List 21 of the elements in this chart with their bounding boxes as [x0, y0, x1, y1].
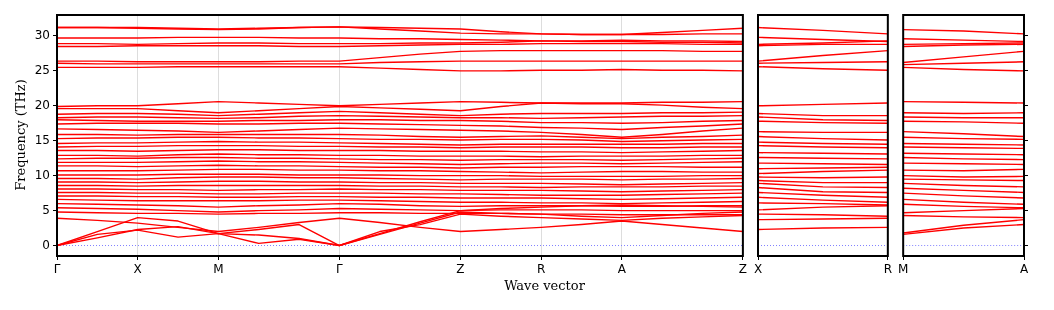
x-tick-label: Γ — [336, 262, 344, 277]
x-tick-label: Γ — [53, 262, 61, 277]
y-tick-label: 30 — [34, 28, 50, 43]
x-tick-label: R — [883, 262, 892, 277]
x-tick-label: Z — [738, 262, 748, 277]
y-tick-label: 25 — [34, 63, 50, 78]
x-tick-label: A — [1019, 262, 1029, 277]
y-tick-label: 5 — [42, 202, 50, 217]
x-tick-label: X — [753, 262, 763, 277]
y-tick-label: 15 — [34, 132, 50, 147]
y-axis-title: Frequency (THz) — [12, 79, 28, 191]
x-tick-label: Z — [456, 262, 465, 277]
x-tick-label: A — [617, 262, 627, 277]
x-axis-title: Wave vector — [503, 278, 586, 293]
y-tick-label: 0 — [42, 237, 50, 252]
x-tick-label: R — [536, 262, 546, 277]
x-tick-label: M — [898, 262, 909, 277]
y-tick-label: 20 — [34, 97, 50, 112]
x-tick-label: M — [213, 262, 224, 277]
y-tick-label: 10 — [34, 167, 50, 182]
x-tick-label: X — [133, 262, 142, 277]
